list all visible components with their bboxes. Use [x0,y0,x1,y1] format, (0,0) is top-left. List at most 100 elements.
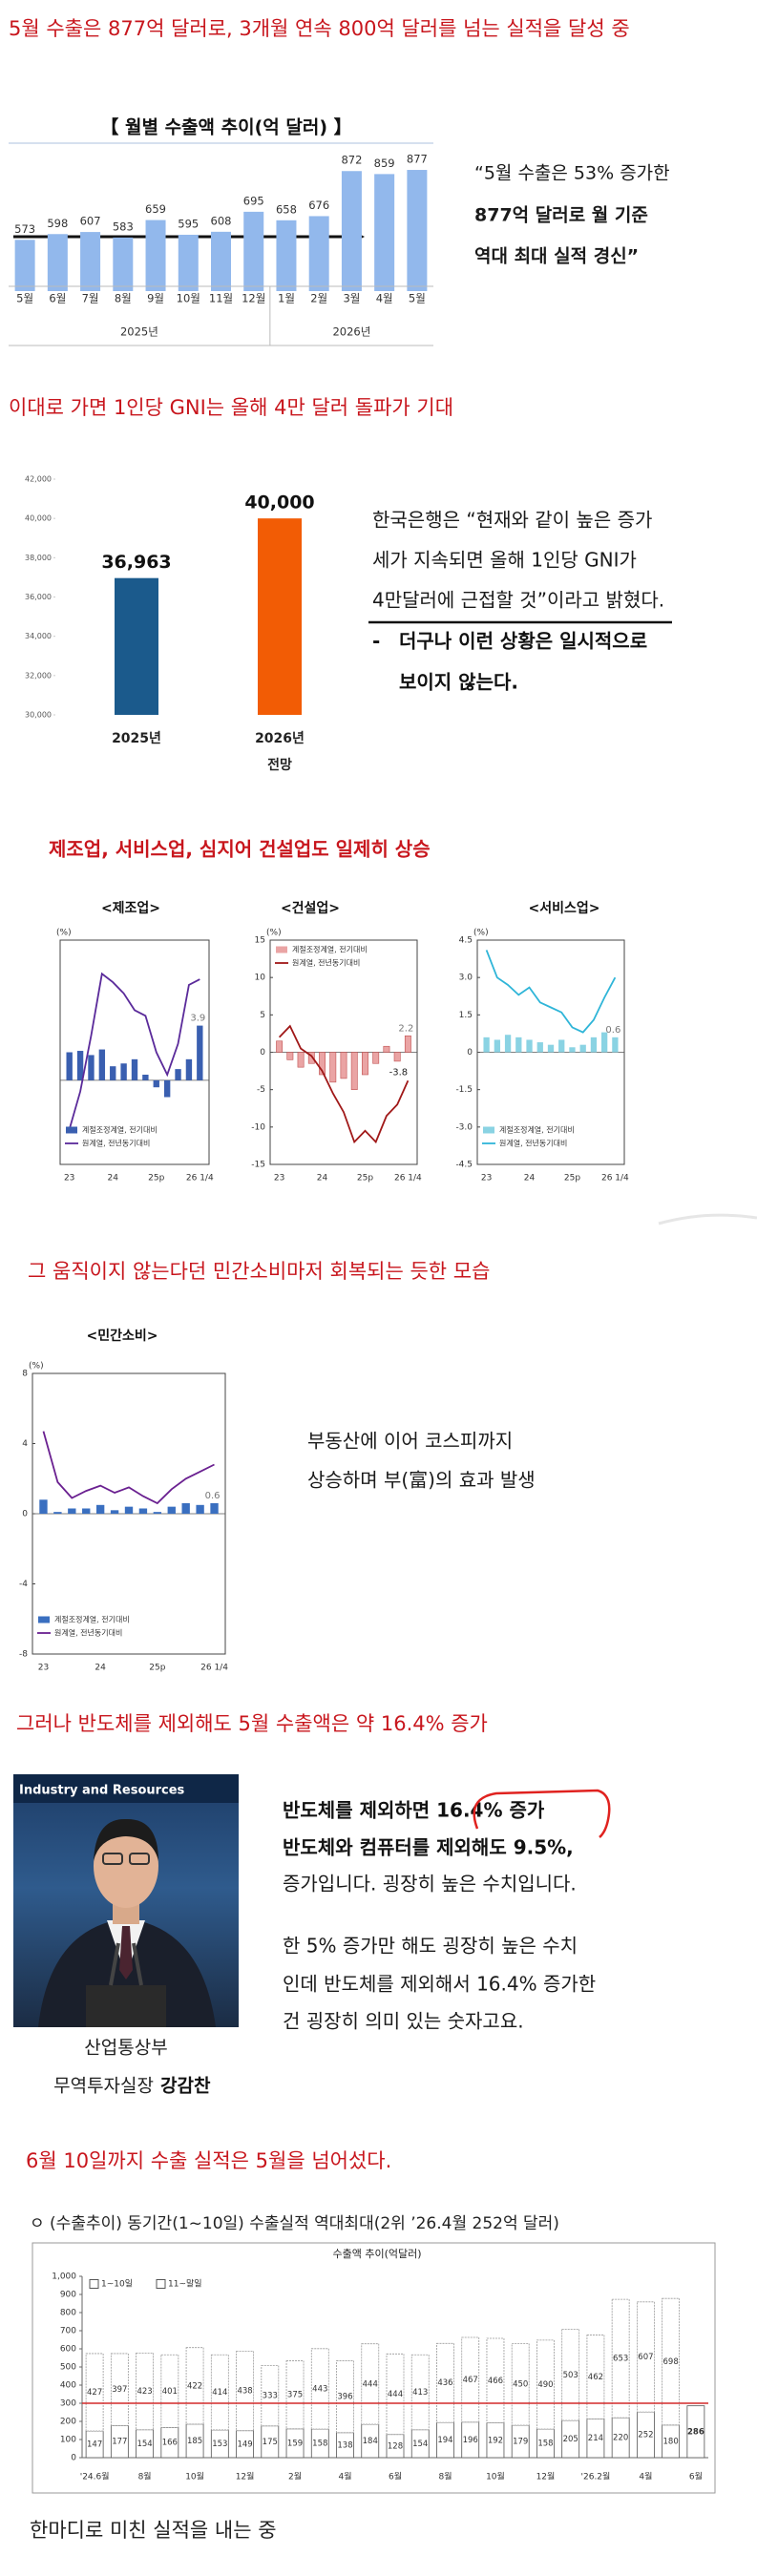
bar [297,1052,305,1068]
value-label: 598 [47,217,68,230]
bar [404,1035,411,1053]
value-label: 36,963 [101,552,171,573]
bar [82,1508,91,1514]
y-tick-label: -15 [251,1161,265,1170]
chart-frame [32,2242,716,2494]
bar-segment [611,2298,630,2419]
data-label: 0.6 [605,1025,620,1036]
y-tick-label: 4.5 [459,936,473,946]
bar-segment [310,2348,329,2430]
paragraph-line: 한국은행은 “현재와 같이 높은 증가 [372,509,652,532]
x-tick-label: 2025년 [112,731,161,746]
data-label: 175 [263,2438,278,2447]
bar [145,220,166,291]
x-tick-label: 24 [95,1664,106,1673]
legend-label: 원계열, 전년동기대비 [499,1139,567,1148]
photo-caption-text: Industry and Resources [19,1784,185,1798]
y-tick-label: 500 [60,2363,76,2373]
bar-segment [136,2352,155,2431]
speaker-org: 산업통상부 [84,2038,167,2059]
y-tick-label: 38,000 [25,554,52,562]
bar [113,237,134,291]
data-label: 154 [137,2440,152,2449]
y-tick-label: 200 [60,2418,76,2427]
bar-segment [85,2353,104,2432]
heading: 그 움직이지 않는다던 민간소비마저 회복되는 듯한 모습 [28,1260,490,1283]
data-label: 422 [187,2381,202,2391]
data-label: 0.6 [205,1491,221,1501]
bar [362,1052,368,1076]
data-label: 286 [687,2427,704,2437]
paragraph-line: 상승하며 부(富)의 효과 발생 [307,1469,536,1492]
bar [181,1502,190,1514]
bar [407,170,428,291]
microphone [109,1942,120,1986]
y-unit: (%) [56,929,72,938]
bar [341,171,362,291]
y-tick-label: 40,000 [25,514,52,523]
bar-segment [461,2336,480,2423]
heading: 6월 10일까지 수출 실적은 5월을 넘어섰다. [26,2149,391,2172]
data-label: 397 [112,2385,127,2395]
legend-label: 1~10일 [101,2279,133,2290]
bar [53,1512,62,1514]
export-note: ㅇ (수출추이) 동기간(1~10일) 수출실적 역대최대(2위 ’26.4월 … [30,2214,559,2233]
data-label: 220 [613,2434,628,2443]
x-tick-label: 10월 [486,2471,505,2482]
y-tick-label: -10 [251,1122,265,1132]
bar [601,1032,608,1053]
bar [175,1069,181,1080]
x-tick-label: 23 [64,1174,74,1183]
x-group-label: 2026년 [332,325,370,339]
bar [276,1040,284,1053]
x-tick-label: 3월 [343,292,360,305]
bar-segment [561,2329,580,2421]
data-label: 180 [663,2437,679,2446]
data-label: 184 [363,2437,378,2446]
data-label: 607 [638,2353,653,2362]
line [485,950,617,1034]
data-label: 196 [463,2436,478,2445]
speech-paragraph-line: 한 5% 증가만 해도 굉장히 높은 수치 [283,1935,578,1958]
y-unit: (%) [29,1362,44,1372]
paragraph-line: 4만달러에 근접할 것”이라고 밝혔다. [372,589,664,612]
x-tick-label: 23 [38,1664,49,1673]
x-tick-label: 24 [108,1174,119,1183]
y-tick-label: 10 [255,974,266,983]
x-tick-label: 11월 [209,292,233,305]
bar [307,1052,315,1064]
bar [66,1052,73,1080]
data-label: 149 [237,2440,252,2449]
bar [383,1045,390,1053]
bar [612,1037,619,1053]
x-tick-label: 4월 [339,2471,352,2482]
legend-swatch [89,2279,99,2289]
y-tick-label: 32,000 [25,671,52,680]
speech-paragraph-line: 건 굉장히 의미 있는 숫자고요. [283,2010,524,2033]
bar [115,577,158,715]
heading: 5월 수출은 877억 달러로, 3개월 연속 800억 달러를 넘는 실적을 … [9,17,630,40]
bar [590,1037,598,1053]
value-label: 695 [243,194,264,207]
x-tick-label: 2월 [288,2471,302,2482]
face [94,1824,158,1908]
legend-swatch [483,1126,494,1134]
data-label: 414 [212,2388,227,2398]
hair [94,1818,158,1861]
panel-title: <제조업> [101,901,160,916]
bar [185,1058,193,1080]
bar [39,1499,48,1514]
data-label: 185 [187,2437,202,2446]
y-tick-label: 0 [467,1048,473,1058]
bar [95,1504,105,1514]
value-label: 676 [308,199,329,212]
data-label: 214 [588,2434,603,2443]
bar [110,1510,119,1514]
bar [579,1044,586,1053]
data-label: 653 [613,2355,628,2364]
glasses [129,1853,150,1865]
line [42,1431,215,1505]
data-label: 128 [388,2441,403,2451]
heading: 그러나 반도체를 제외해도 5월 수출액은 약 16.4% 증가 [16,1712,488,1735]
y-tick-label: 1.5 [459,1011,473,1020]
